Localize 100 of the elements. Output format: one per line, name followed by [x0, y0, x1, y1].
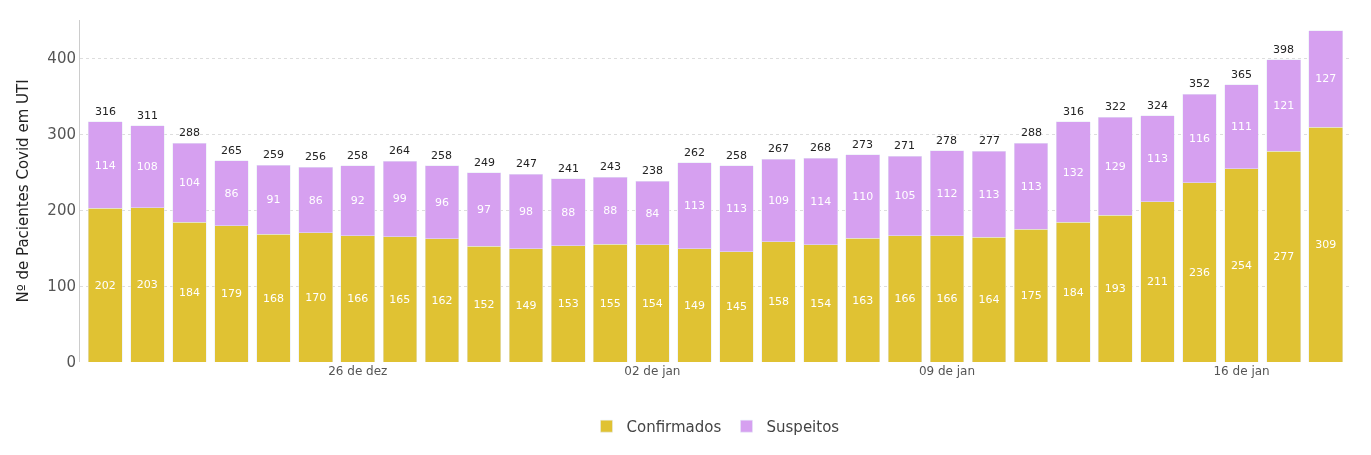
- data-label: 154: [641, 296, 663, 310]
- data-label: 152: [473, 297, 495, 311]
- data-label: 116: [1188, 132, 1210, 146]
- total-label: 247: [516, 157, 537, 170]
- data-label: 158: [768, 295, 790, 309]
- data-label: 184: [178, 285, 200, 299]
- total-label: 267: [768, 142, 789, 155]
- data-label: 149: [515, 298, 537, 312]
- total-label: 322: [1105, 100, 1126, 113]
- data-label: 88: [561, 205, 576, 219]
- y-tick-label: 100: [47, 277, 76, 296]
- data-label: 109: [768, 194, 790, 207]
- data-label: 86: [308, 193, 323, 207]
- total-label: 258: [726, 149, 747, 162]
- data-label: 132: [1062, 165, 1084, 179]
- data-label: 166: [894, 292, 916, 306]
- total-label: 278: [936, 134, 957, 147]
- data-label: 203: [136, 278, 158, 292]
- data-label: 110: [852, 189, 874, 203]
- total-label: 288: [179, 126, 200, 139]
- total-label: 316: [1063, 105, 1084, 118]
- data-label: 155: [599, 296, 621, 310]
- data-label: 202: [94, 278, 116, 292]
- data-label: 162: [431, 293, 453, 307]
- data-label: 127: [1315, 72, 1337, 86]
- data-label: 149: [683, 298, 705, 312]
- total-label: 265: [221, 144, 242, 157]
- total-label: 352: [1189, 77, 1210, 90]
- x-tick-label: 02 de jan: [624, 364, 681, 378]
- data-label: 153: [557, 297, 579, 311]
- total-label: 249: [474, 156, 495, 169]
- data-label: 211: [1146, 275, 1168, 289]
- data-label: 277: [1273, 250, 1295, 264]
- data-label: 166: [936, 292, 958, 306]
- data-label: 164: [978, 293, 1000, 307]
- data-label: 92: [350, 194, 365, 208]
- data-label: 88: [603, 204, 618, 218]
- data-label: 113: [1146, 152, 1168, 166]
- total-label: 238: [642, 164, 663, 177]
- y-axis-title: Nº de Pacientes Covid em UTI: [13, 79, 32, 303]
- data-label: 145: [726, 300, 748, 314]
- data-label: 105: [894, 189, 916, 203]
- data-label: 121: [1273, 99, 1295, 112]
- data-label: 175: [1020, 289, 1042, 302]
- data-label: 86: [224, 186, 239, 200]
- data-label: 184: [1062, 285, 1084, 299]
- legend-label: Confirmados: [626, 417, 722, 436]
- total-label: 271: [894, 139, 915, 152]
- total-label: 288: [1021, 126, 1042, 139]
- y-tick-label: 400: [47, 49, 76, 68]
- data-label: 112: [936, 186, 958, 200]
- total-label: 268: [810, 141, 831, 154]
- total-label: 262: [684, 146, 705, 159]
- data-label: 129: [1104, 159, 1126, 173]
- total-label: 316: [95, 105, 116, 118]
- total-label: 324: [1147, 99, 1168, 112]
- total-label: 258: [347, 149, 368, 162]
- data-label: 96: [434, 195, 449, 209]
- data-label: 236: [1188, 265, 1210, 279]
- data-label: 154: [810, 296, 832, 310]
- total-label: 398: [1273, 43, 1294, 56]
- total-label: 256: [305, 150, 326, 163]
- data-label: 163: [852, 293, 874, 307]
- total-label: 264: [389, 144, 410, 157]
- data-label: 114: [810, 195, 832, 209]
- data-label: 97: [477, 203, 492, 217]
- data-label: 84: [645, 206, 660, 220]
- data-label: 98: [519, 205, 534, 219]
- total-label: 277: [979, 134, 1000, 147]
- x-tick-label: 26 de dez: [328, 364, 388, 378]
- x-tick-label: 16 de jan: [1213, 364, 1270, 378]
- legend-label: Suspeitos: [766, 417, 840, 436]
- data-label: 111: [1231, 120, 1253, 134]
- data-label: 309: [1315, 238, 1337, 252]
- data-label: 108: [136, 160, 158, 174]
- total-label: 258: [431, 149, 452, 162]
- total-label: 241: [558, 162, 579, 175]
- y-tick-label: 300: [47, 125, 76, 144]
- data-label: 193: [1104, 282, 1126, 296]
- data-label: 114: [94, 158, 116, 172]
- data-label: 165: [389, 292, 411, 306]
- data-label: 166: [347, 292, 369, 306]
- total-label: 311: [137, 109, 158, 122]
- data-label: 99: [392, 192, 407, 206]
- total-label: 243: [600, 160, 621, 173]
- data-label: 113: [726, 202, 748, 216]
- x-tick-label: 09 de jan: [918, 364, 976, 378]
- data-label: 113: [1020, 179, 1042, 193]
- total-label: 259: [263, 148, 284, 161]
- data-label: 113: [683, 199, 705, 213]
- y-tick-label: 0: [66, 353, 76, 372]
- total-label: 273: [852, 138, 873, 151]
- data-label: 254: [1231, 258, 1253, 272]
- data-label: 91: [266, 193, 281, 207]
- total-label: 365: [1231, 68, 1252, 81]
- data-label: 170: [305, 290, 327, 304]
- data-label: 104: [178, 176, 200, 190]
- data-label: 113: [978, 187, 1000, 201]
- y-tick-label: 200: [47, 201, 76, 220]
- data-label: 168: [263, 291, 285, 305]
